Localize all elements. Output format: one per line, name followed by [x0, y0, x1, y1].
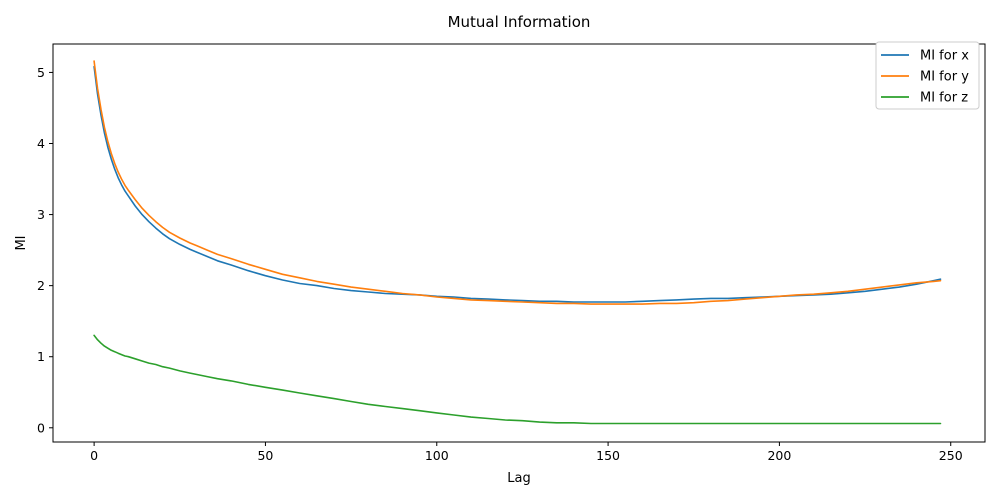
y-tick-label: 1 [37, 349, 45, 364]
x-tick-label: 150 [596, 448, 620, 463]
series-line-2 [93, 60, 942, 305]
y-tick-label: 0 [37, 420, 45, 435]
legend-label-2: MI for y [920, 70, 969, 85]
legend-label-3: MI for z [920, 91, 968, 106]
y-tick-label: 2 [37, 278, 45, 293]
plot-lines [93, 60, 942, 425]
x-tick-label: 50 [257, 448, 273, 463]
y-axis-ticks: 0 1 2 3 4 5 [37, 65, 53, 435]
y-axis-label: MI [14, 235, 29, 250]
y-tick-label: 5 [37, 65, 45, 80]
x-tick-label: 250 [939, 448, 963, 463]
series-line-1 [93, 65, 942, 303]
x-axis-label: Lag [507, 471, 530, 486]
x-tick-label: 100 [425, 448, 449, 463]
x-tick-label: 0 [90, 448, 98, 463]
legend-label-1: MI for x [920, 49, 969, 64]
plot-frame [52, 43, 986, 443]
chart-title: Mutual Information [448, 13, 591, 31]
x-tick-label: 200 [767, 448, 791, 463]
legend: MI for x MI for y MI for z [875, 41, 980, 110]
y-tick-label: 4 [37, 136, 45, 151]
x-axis-ticks: 0 50 100 150 200 250 [90, 442, 963, 463]
legend-frame [875, 41, 980, 110]
series-line-3 [93, 334, 942, 425]
y-tick-label: 3 [37, 207, 45, 222]
